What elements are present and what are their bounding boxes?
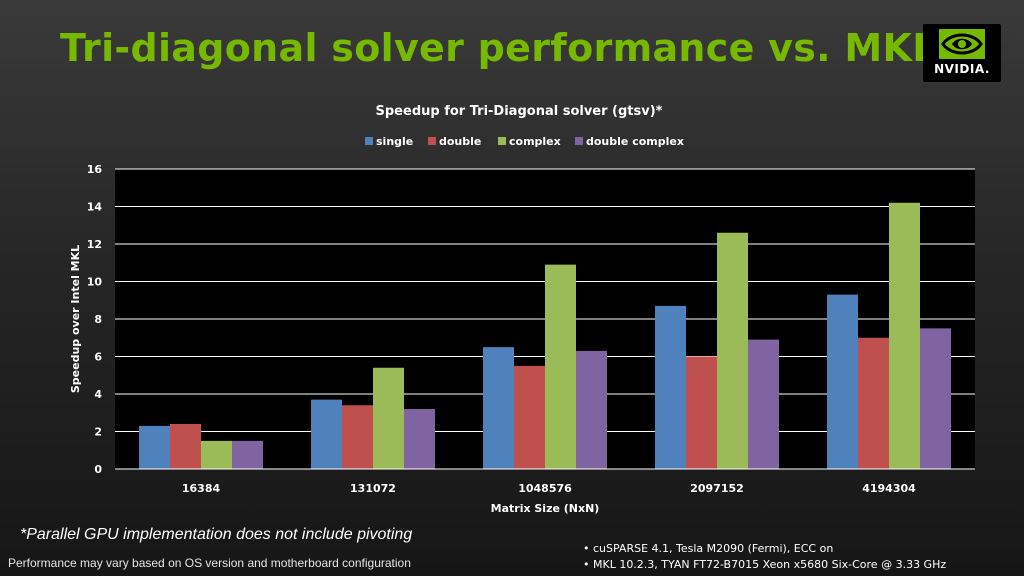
x-axis-label: Matrix Size (NxN) [491, 502, 600, 515]
legend-label-double: double [439, 135, 481, 148]
config-line-gpu: • cuSPARSE 4.1, Tesla M2090 (Fermi), ECC… [583, 542, 834, 555]
slide-title: Tri-diagonal solver performance vs. MKL [60, 26, 937, 70]
y-tick-label: 8 [94, 313, 102, 326]
y-tick-label: 16 [87, 163, 103, 176]
x-tick-label: 4194304 [862, 482, 916, 495]
bar-double-4194304 [858, 337, 889, 469]
legend-label-complex: complex [509, 135, 561, 148]
bar-single-16384 [139, 425, 170, 469]
bar-double-complex-1048576 [576, 350, 607, 469]
chart-title: Speedup for Tri-Diagonal solver (gtsv)* [376, 104, 663, 119]
config-line-cpu: • MKL 10.2.3, TYAN FT72-B7015 Xeon x5680… [583, 558, 947, 571]
bar-complex-4194304 [889, 202, 920, 469]
legend-label-double-complex: double complex [586, 135, 684, 148]
legend-swatch-complex [498, 137, 506, 145]
y-axis-label: Speedup over Intel MKL [69, 245, 82, 393]
pivoting-footnote: *Parallel GPU implementation does not in… [20, 526, 413, 543]
bar-double-complex-4194304 [920, 328, 951, 469]
y-tick-label: 14 [87, 201, 103, 214]
y-tick-label: 2 [94, 426, 102, 439]
bar-single-4194304 [827, 294, 858, 469]
bar-double-complex-131072 [404, 409, 435, 469]
bar-complex-2097152 [717, 232, 748, 469]
x-tick-label: 16384 [182, 482, 221, 495]
bar-complex-16384 [201, 440, 232, 469]
bar-complex-1048576 [545, 264, 576, 469]
y-tick-label: 12 [87, 238, 102, 251]
bar-double-1048576 [514, 365, 545, 469]
bar-double-2097152 [686, 356, 717, 469]
performance-disclaimer: Performance may vary based on OS version… [8, 556, 411, 570]
y-tick-label: 6 [94, 351, 102, 364]
bar-double-16384 [170, 424, 201, 469]
nvidia-eye-icon [939, 29, 985, 59]
bar-complex-131072 [373, 367, 404, 469]
bar-double-complex-2097152 [748, 339, 779, 469]
x-tick-label: 131072 [350, 482, 396, 495]
bar-single-1048576 [483, 347, 514, 469]
nvidia-wordmark: NVIDIA. [934, 62, 990, 76]
bar-single-2097152 [655, 305, 686, 469]
bar-single-131072 [311, 399, 342, 469]
x-tick-label: 1048576 [518, 482, 572, 495]
y-tick-label: 0 [94, 463, 102, 476]
legend-swatch-double-complex [575, 137, 583, 145]
x-tick-label: 2097152 [690, 482, 744, 495]
y-tick-label: 10 [87, 276, 103, 289]
nvidia-logo: NVIDIA. [923, 24, 1001, 82]
y-tick-label: 4 [94, 388, 102, 401]
legend-swatch-single [365, 137, 373, 145]
test-configuration: • cuSPARSE 4.1, Tesla M2090 (Fermi), ECC… [583, 541, 946, 573]
bar-double-131072 [342, 405, 373, 469]
legend-swatch-double [428, 137, 436, 145]
bar-double-complex-16384 [232, 440, 263, 469]
legend-label-single: single [376, 135, 413, 148]
